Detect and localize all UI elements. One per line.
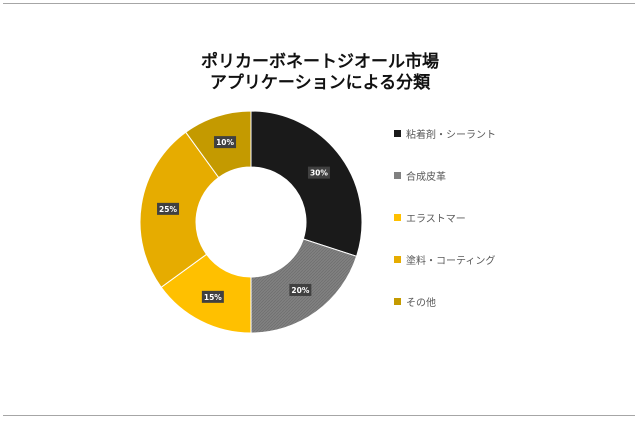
donut-data-labels: 30% 20% 15% 25% 10% [157, 136, 330, 303]
legend-item-4: 塗料・コーティング [394, 252, 496, 267]
data-label-box [307, 166, 330, 179]
top-border-line [3, 3, 635, 4]
data-label-3: 15% [201, 290, 224, 303]
data-label-box [289, 283, 312, 296]
legend-label: 塗料・コーティング [406, 255, 496, 267]
chart-title-line-2: アプリケーションによる分類 [209, 73, 431, 93]
legend-item-1: 粘着剤・シーラント [394, 126, 496, 141]
data-label-4: 25% [157, 202, 180, 215]
legend-swatch [394, 129, 401, 137]
donut-slices [139, 110, 363, 334]
legend-label: エラストマー [406, 213, 466, 225]
bottom-border-line [3, 415, 635, 416]
donut-slice-4 [139, 131, 220, 288]
legend-swatch [394, 213, 401, 221]
data-label-box [214, 136, 237, 149]
data-label-text: 15% [204, 293, 222, 302]
data-label-5: 10% [214, 136, 237, 149]
data-label-text: 25% [159, 205, 177, 214]
donut-slice-1 [250, 110, 363, 257]
legend-label: その他 [406, 297, 436, 309]
data-label-text: 20% [291, 286, 309, 295]
legend-label: 粘着剤・シーラント [406, 129, 496, 141]
legend-item-2: 合成皮革 [394, 168, 446, 183]
legend-label: 合成皮革 [406, 171, 446, 183]
data-label-2: 20% [289, 283, 312, 296]
legend-swatch [394, 255, 401, 263]
data-label-text: 30% [310, 169, 328, 178]
legend-swatch [394, 171, 401, 179]
data-label-1: 30% [307, 166, 330, 179]
data-label-text: 10% [216, 138, 234, 147]
legend-item-5: その他 [394, 294, 436, 309]
legend-item-3: エラストマー [394, 210, 466, 225]
chart-title-line-1: ポリカーボネートジオール市場 [201, 52, 439, 72]
data-label-box [157, 202, 180, 215]
legend-swatch [394, 297, 401, 305]
chart-title: ポリカーボネートジオール市場 アプリケーションによる分類 [150, 52, 490, 94]
data-label-box [201, 290, 224, 303]
